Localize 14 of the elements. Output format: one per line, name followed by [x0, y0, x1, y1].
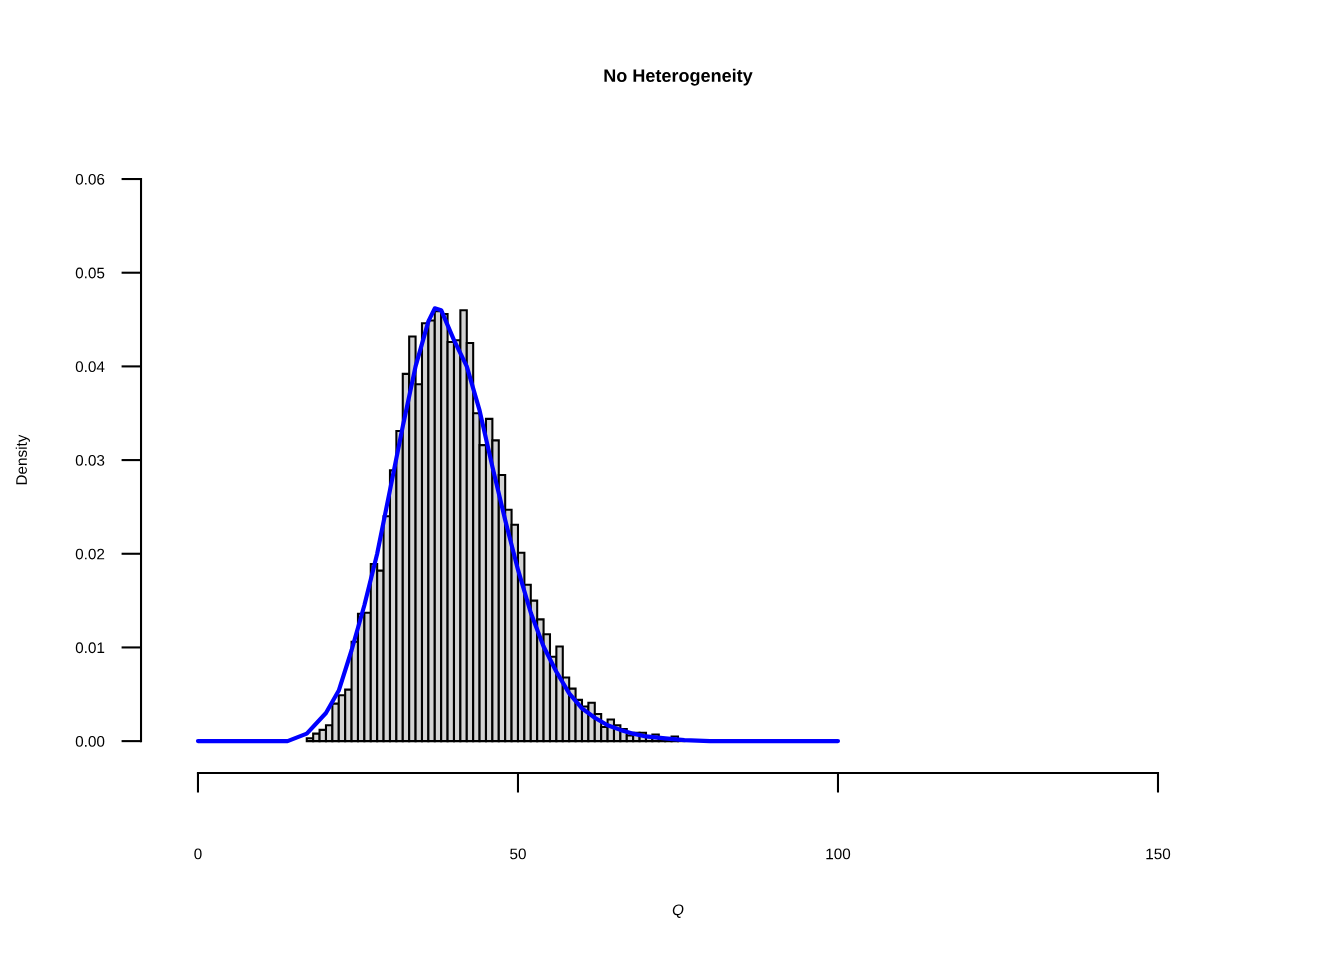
y-tick-label: 0.02	[75, 548, 105, 560]
chart-title: No Heterogeneity	[604, 68, 753, 86]
y-tick-label: 0.03	[75, 454, 105, 466]
y-tick-label: 0.04	[75, 361, 105, 373]
x-tick-label: 50	[510, 848, 526, 860]
x-tick-label: 0	[194, 848, 202, 860]
y-tick-label: 0.01	[75, 642, 105, 654]
y-tick-label: 0.06	[75, 173, 105, 185]
x-tick-label: 100	[826, 848, 851, 860]
y-axis-title: Density	[15, 434, 30, 485]
x-tick-label: 150	[1146, 848, 1171, 860]
y-tick-label: 0.00	[75, 735, 105, 747]
y-tick-label: 0.05	[75, 267, 105, 279]
x-axis-title: Q	[672, 904, 684, 918]
